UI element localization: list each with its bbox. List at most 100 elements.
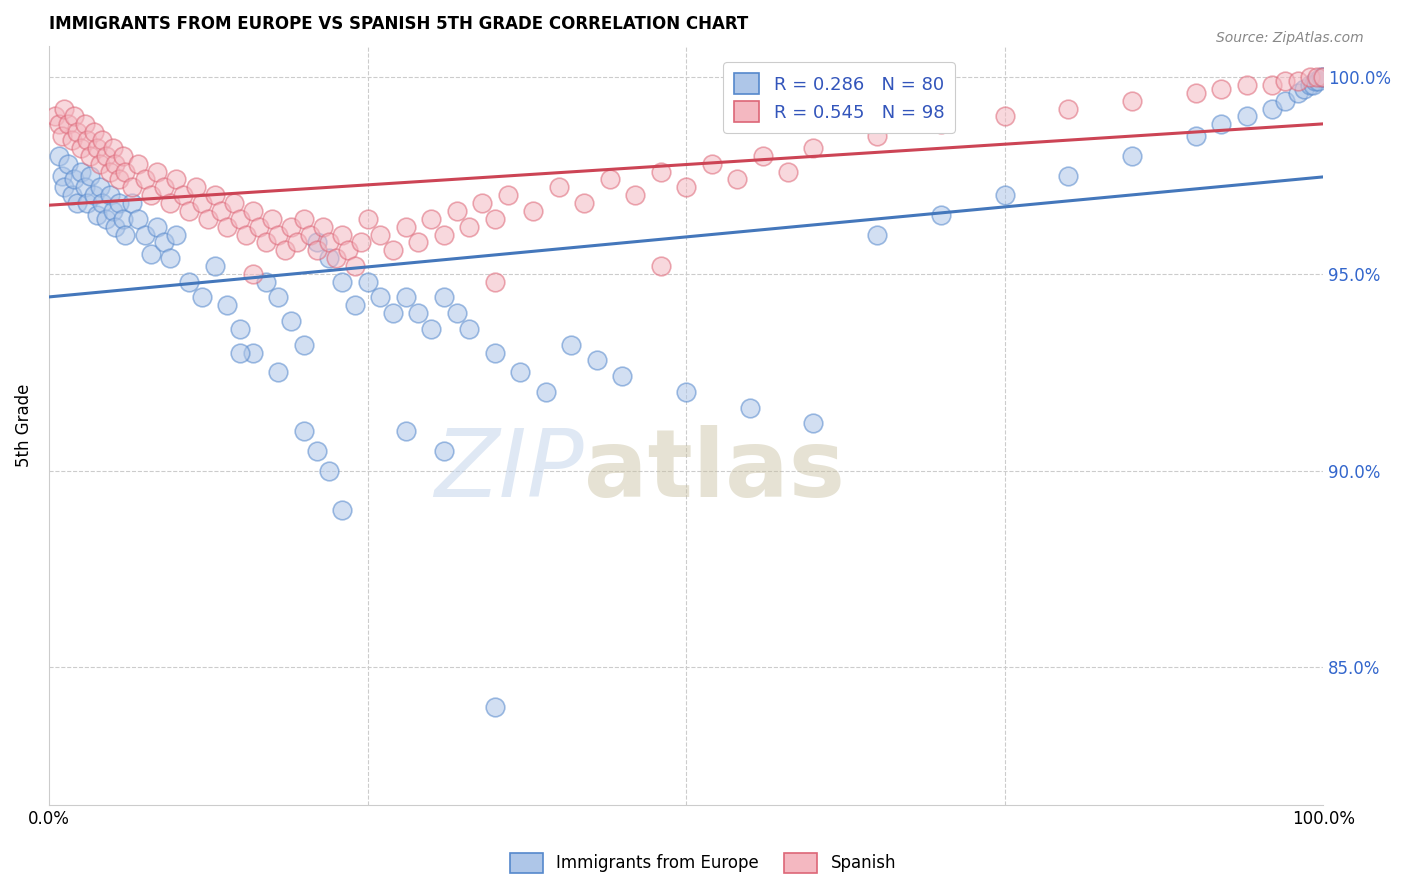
Point <box>146 164 169 178</box>
Point <box>292 211 315 226</box>
Point <box>273 244 295 258</box>
Point <box>725 172 748 186</box>
Point <box>650 164 672 178</box>
Point <box>1211 82 1233 96</box>
Point <box>522 203 544 218</box>
Point <box>44 110 66 124</box>
Point <box>1286 86 1309 100</box>
Point <box>108 172 131 186</box>
Point <box>382 244 405 258</box>
Point <box>1261 102 1284 116</box>
Point <box>1306 74 1329 88</box>
Point <box>700 157 723 171</box>
Point <box>73 180 96 194</box>
Point <box>866 129 889 144</box>
Point <box>146 219 169 234</box>
Point <box>318 464 340 478</box>
Point <box>101 141 124 155</box>
Point <box>420 211 443 226</box>
Point <box>179 203 201 218</box>
Point <box>1286 74 1309 88</box>
Point <box>929 208 952 222</box>
Point <box>280 219 302 234</box>
Point <box>287 235 309 250</box>
Point <box>104 157 127 171</box>
Point <box>356 275 378 289</box>
Text: Source: ZipAtlas.com: Source: ZipAtlas.com <box>1216 31 1364 45</box>
Legend: R = 0.286   N = 80, R = 0.545   N = 98: R = 0.286 N = 80, R = 0.545 N = 98 <box>723 62 955 133</box>
Point <box>191 196 214 211</box>
Point <box>325 251 347 265</box>
Point <box>1305 74 1327 88</box>
Point <box>267 365 290 379</box>
Point <box>382 306 405 320</box>
Point <box>134 227 156 242</box>
Point <box>496 188 519 202</box>
Point <box>395 424 418 438</box>
Point <box>53 180 76 194</box>
Point <box>127 157 149 171</box>
Point <box>165 227 187 242</box>
Point <box>66 196 89 211</box>
Text: atlas: atlas <box>583 425 845 517</box>
Point <box>217 219 239 234</box>
Point <box>191 291 214 305</box>
Legend: Immigrants from Europe, Spanish: Immigrants from Europe, Spanish <box>503 847 903 880</box>
Point <box>433 291 456 305</box>
Point <box>1299 78 1322 92</box>
Point <box>1312 70 1334 84</box>
Point <box>350 235 373 250</box>
Point <box>165 172 187 186</box>
Point <box>994 110 1017 124</box>
Point <box>994 188 1017 202</box>
Point <box>121 180 143 194</box>
Point <box>73 117 96 131</box>
Point <box>330 227 353 242</box>
Point <box>139 188 162 202</box>
Point <box>91 196 114 211</box>
Point <box>66 125 89 139</box>
Point <box>1292 82 1315 96</box>
Point <box>446 203 468 218</box>
Point <box>152 180 174 194</box>
Point <box>79 149 101 163</box>
Point <box>254 275 277 289</box>
Text: ZIP: ZIP <box>434 425 583 516</box>
Text: IMMIGRANTS FROM EUROPE VS SPANISH 5TH GRADE CORRELATION CHART: IMMIGRANTS FROM EUROPE VS SPANISH 5TH GR… <box>49 15 748 33</box>
Point <box>612 369 634 384</box>
Point <box>484 275 506 289</box>
Point <box>1121 149 1143 163</box>
Point <box>56 157 79 171</box>
Point <box>395 291 418 305</box>
Point <box>586 353 609 368</box>
Point <box>209 203 232 218</box>
Point <box>572 196 595 211</box>
Point <box>446 306 468 320</box>
Point <box>1261 78 1284 92</box>
Point <box>179 275 201 289</box>
Point <box>1274 94 1296 108</box>
Point <box>547 180 569 194</box>
Point <box>89 180 111 194</box>
Point <box>509 365 531 379</box>
Point <box>217 298 239 312</box>
Point <box>204 188 226 202</box>
Point <box>305 444 328 458</box>
Point <box>1312 70 1334 84</box>
Point <box>56 117 79 131</box>
Point <box>866 227 889 242</box>
Point <box>86 208 108 222</box>
Point <box>254 235 277 250</box>
Point <box>63 110 86 124</box>
Point <box>738 401 761 415</box>
Point <box>60 133 83 147</box>
Point <box>299 227 322 242</box>
Point <box>111 211 134 226</box>
Point <box>356 211 378 226</box>
Point <box>79 169 101 183</box>
Point <box>89 157 111 171</box>
Point <box>1309 70 1331 84</box>
Point <box>484 211 506 226</box>
Point <box>159 196 181 211</box>
Point <box>292 337 315 351</box>
